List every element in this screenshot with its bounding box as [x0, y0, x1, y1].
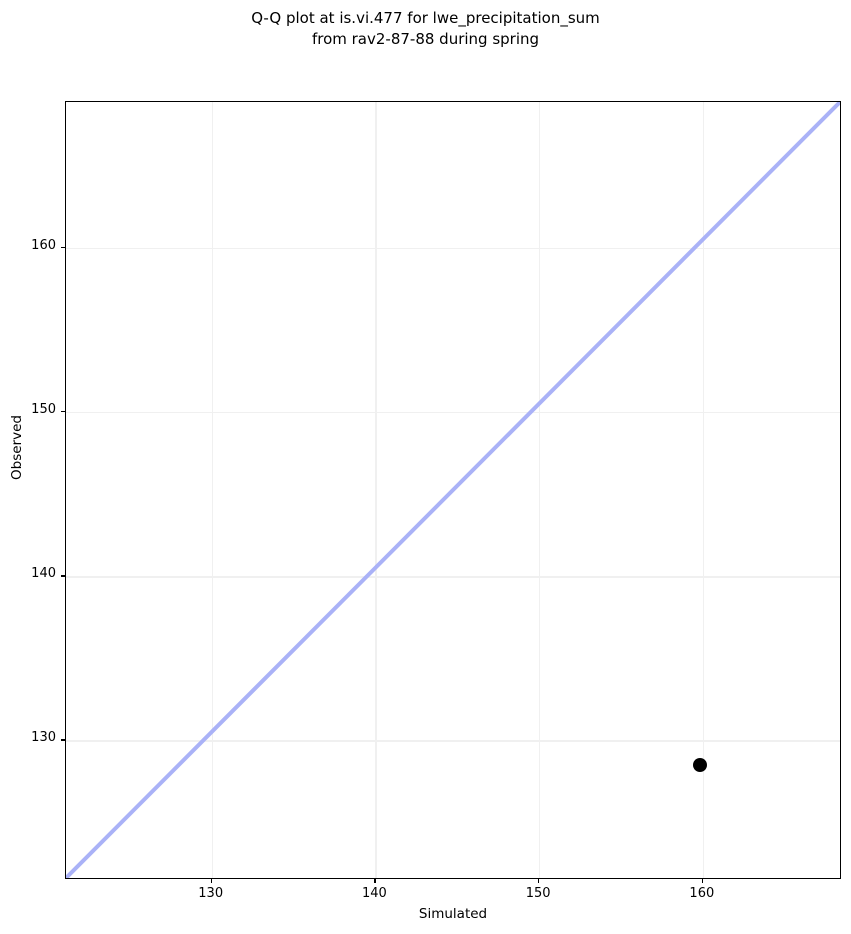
y-tick-label: 140 [31, 566, 56, 582]
gridline-vertical [539, 102, 541, 878]
y-tick-mark [61, 739, 65, 741]
gridline-vertical [375, 102, 377, 878]
y-tick-mark [61, 411, 65, 413]
gridline-horizontal [66, 412, 840, 414]
data-point[interactable] [692, 758, 707, 773]
gridline-vertical [211, 102, 213, 878]
y-tick-label: 130 [31, 730, 56, 746]
y-axis-label: Observed [9, 415, 25, 480]
chart-title: Q-Q plot at is.vi.477 for lwe_precipitat… [251, 9, 600, 48]
gridline-horizontal [66, 576, 840, 578]
x-tick-label: 140 [361, 886, 387, 901]
gridline-horizontal [66, 248, 840, 250]
y-tick-label: 150 [31, 402, 56, 418]
x-tick-mark [374, 879, 376, 883]
x-tick-mark [701, 879, 704, 883]
x-tick-mark [538, 879, 540, 883]
plot-area[interactable] [65, 101, 841, 879]
identity-reference-line [66, 102, 840, 878]
x-tick-label: 160 [689, 886, 715, 901]
x-axis-label: Simulated [418, 906, 488, 922]
gridline-horizontal [66, 740, 840, 742]
y-tick-mark [61, 575, 65, 577]
y-tick-mark [61, 247, 65, 249]
reference-line-segment [66, 102, 840, 878]
x-tick-label: 130 [198, 886, 224, 901]
y-tick-label: 160 [31, 238, 56, 254]
x-tick-label: 150 [525, 886, 551, 901]
x-tick-mark [210, 879, 212, 883]
